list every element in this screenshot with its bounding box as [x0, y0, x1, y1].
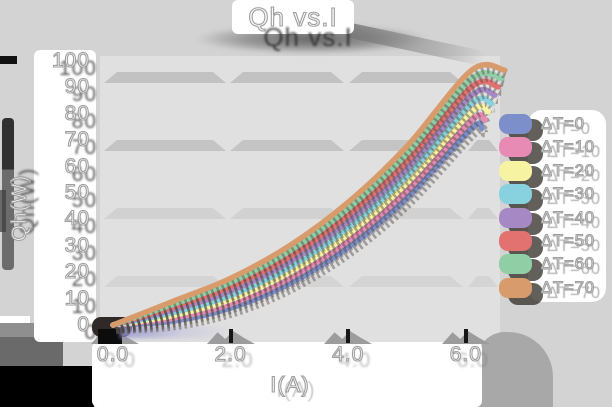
corner-shadow-top-left: [0, 56, 17, 64]
legend-label: ΔT=10: [540, 138, 596, 157]
grid-bar: [468, 72, 498, 83]
y-tick-label: 70: [64, 128, 90, 152]
curve-shadow: [114, 82, 503, 334]
legend-swatch: [499, 137, 532, 158]
legend-label: ΔT=50: [540, 231, 596, 250]
grid-bar: [468, 140, 498, 151]
y-tick-label: 60: [64, 154, 90, 178]
x-axis-title: I(A): [270, 371, 310, 397]
origin-shadow-drip: [98, 329, 122, 344]
curve-ΔT=70: [110, 61, 508, 328]
grid-bar: [104, 72, 226, 83]
title-panel: [232, 0, 354, 34]
curve-shadow: [114, 73, 506, 334]
legend-label: ΔT=60: [540, 255, 596, 274]
curve-shadow: [114, 65, 509, 334]
y-title-shadow-strip: [2, 118, 14, 270]
legend-swatch: [499, 277, 532, 298]
curve-ΔT=10: [110, 112, 488, 328]
grid-bar: [104, 208, 226, 219]
grid-bar: [104, 140, 226, 151]
legend-swatch: [499, 254, 532, 275]
legend-label: ΔT=20: [540, 161, 596, 180]
curve-ΔT=50: [110, 78, 501, 328]
grid-bar: [230, 140, 344, 151]
curve-ΔT=20: [110, 103, 492, 328]
x-axis-panel: [92, 342, 482, 407]
legend-swatch: [499, 207, 532, 228]
grid-bar: [230, 208, 344, 219]
curve-shadow: [115, 99, 497, 334]
y-tick-label: 30: [64, 233, 90, 257]
x-tick-label: 0.0: [96, 343, 130, 366]
y-tick-label: 20: [64, 260, 90, 284]
curve-ΔT=30: [110, 95, 495, 328]
y-tick-label: 100: [51, 49, 90, 72]
legend-swatch: [499, 231, 532, 251]
x-tick-label: 4.0: [332, 343, 365, 366]
y-tick-label: 0: [77, 313, 90, 336]
origin-fade-streak: [120, 326, 232, 338]
corner-shadow-left-mid: [0, 190, 6, 232]
y-tick-label: 40: [64, 207, 90, 231]
x-tick-label: 6.0: [449, 343, 482, 366]
grid-bar: [349, 276, 463, 287]
tick-dash: [464, 329, 468, 343]
legend-label: ΔT=40: [540, 208, 596, 227]
grid-bar: [104, 276, 226, 287]
grid-bar: [349, 72, 463, 83]
y-tick-label: 10: [64, 286, 90, 310]
corner-shadow-bottom-left-gray: [0, 337, 63, 368]
legend-swatch: [499, 114, 532, 134]
y-tick-label: 80: [64, 101, 90, 125]
y-tick-label: 50: [64, 181, 90, 204]
grid-bar: [349, 208, 463, 219]
legend-panel: [528, 110, 606, 302]
grid-bar: [468, 276, 498, 287]
grid-bar: [230, 72, 344, 83]
curve-shadow: [115, 115, 491, 334]
legend-label: ΔT=70: [540, 278, 596, 297]
y-axis-panel: [34, 50, 96, 342]
grid-bar: [468, 208, 498, 219]
plot-area: [100, 56, 500, 342]
y-tick-label: 90: [64, 75, 90, 99]
corner-shadow-bottom-left-black: [0, 366, 94, 407]
legend-label: ΔT=0: [540, 114, 585, 133]
page-title: Qh vs.I: [248, 1, 338, 32]
legend-swatch: [499, 160, 532, 181]
legend-swatch: [499, 184, 532, 205]
x-tick-label: 2.0: [214, 343, 247, 366]
tick-dash: [346, 329, 350, 343]
legend-label: ΔT=30: [540, 185, 596, 204]
curve-ΔT=40: [110, 86, 498, 328]
curve-shadow: [115, 124, 489, 334]
curve-shadow: [115, 107, 494, 334]
curve-ΔT=0: [110, 120, 485, 328]
curve-ΔT=60: [110, 70, 505, 328]
